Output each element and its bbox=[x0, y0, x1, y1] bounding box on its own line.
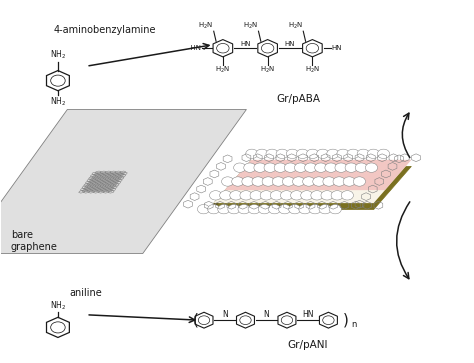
Circle shape bbox=[355, 163, 367, 172]
Circle shape bbox=[272, 177, 284, 186]
Circle shape bbox=[270, 191, 283, 200]
Circle shape bbox=[248, 204, 260, 214]
Circle shape bbox=[250, 191, 262, 200]
Circle shape bbox=[323, 177, 335, 186]
Polygon shape bbox=[213, 160, 251, 209]
Text: H$_2$N: H$_2$N bbox=[260, 65, 275, 76]
Text: n: n bbox=[351, 320, 356, 329]
Polygon shape bbox=[225, 160, 411, 190]
Circle shape bbox=[218, 204, 230, 214]
Circle shape bbox=[283, 177, 295, 186]
Circle shape bbox=[327, 149, 339, 159]
Circle shape bbox=[289, 204, 301, 214]
Circle shape bbox=[301, 191, 313, 200]
Circle shape bbox=[343, 177, 356, 186]
Circle shape bbox=[347, 149, 359, 159]
Circle shape bbox=[367, 149, 380, 159]
Circle shape bbox=[296, 149, 309, 159]
Text: HN: HN bbox=[285, 41, 295, 47]
Circle shape bbox=[274, 163, 286, 172]
Circle shape bbox=[238, 204, 250, 214]
Text: N: N bbox=[222, 310, 228, 319]
Circle shape bbox=[315, 163, 327, 172]
Circle shape bbox=[246, 149, 258, 159]
Circle shape bbox=[230, 191, 242, 200]
Text: (: ( bbox=[192, 313, 198, 328]
Circle shape bbox=[242, 177, 254, 186]
Circle shape bbox=[291, 191, 303, 200]
Circle shape bbox=[377, 149, 390, 159]
Circle shape bbox=[234, 163, 246, 172]
Circle shape bbox=[262, 177, 274, 186]
Circle shape bbox=[292, 177, 305, 186]
Circle shape bbox=[240, 191, 252, 200]
Polygon shape bbox=[0, 110, 246, 253]
Text: H$_2$N: H$_2$N bbox=[288, 21, 303, 31]
Circle shape bbox=[311, 191, 323, 200]
Circle shape bbox=[276, 149, 288, 159]
Circle shape bbox=[228, 204, 240, 214]
Circle shape bbox=[365, 163, 378, 172]
Circle shape bbox=[333, 177, 345, 186]
Circle shape bbox=[252, 177, 264, 186]
Text: ): ) bbox=[343, 313, 348, 328]
Circle shape bbox=[210, 191, 222, 200]
Text: Gr/pABA: Gr/pABA bbox=[276, 94, 320, 104]
Text: bare
graphene: bare graphene bbox=[11, 230, 58, 252]
Text: aniline: aniline bbox=[70, 288, 102, 298]
Text: HN: HN bbox=[240, 41, 250, 47]
Circle shape bbox=[281, 191, 292, 200]
Circle shape bbox=[302, 177, 315, 186]
Circle shape bbox=[256, 149, 268, 159]
Polygon shape bbox=[213, 160, 411, 203]
Text: -HN: -HN bbox=[188, 45, 201, 51]
Circle shape bbox=[264, 163, 276, 172]
Circle shape bbox=[258, 204, 271, 214]
Circle shape bbox=[329, 204, 341, 214]
Circle shape bbox=[266, 149, 278, 159]
Circle shape bbox=[331, 191, 343, 200]
Circle shape bbox=[319, 204, 331, 214]
Circle shape bbox=[221, 177, 234, 186]
Circle shape bbox=[317, 149, 329, 159]
Circle shape bbox=[244, 163, 256, 172]
Circle shape bbox=[335, 163, 347, 172]
Circle shape bbox=[345, 163, 357, 172]
Polygon shape bbox=[213, 166, 411, 209]
Circle shape bbox=[357, 149, 369, 159]
Circle shape bbox=[268, 204, 281, 214]
Text: H$_2$N: H$_2$N bbox=[215, 65, 230, 76]
Circle shape bbox=[286, 149, 299, 159]
Circle shape bbox=[341, 191, 354, 200]
Circle shape bbox=[321, 191, 333, 200]
Text: NH$_2$: NH$_2$ bbox=[50, 49, 66, 61]
Text: H$_2$N: H$_2$N bbox=[243, 21, 258, 31]
Text: Gr/pANI: Gr/pANI bbox=[287, 340, 328, 350]
Circle shape bbox=[284, 163, 297, 172]
Text: 4-aminobenzylamine: 4-aminobenzylamine bbox=[54, 25, 156, 35]
Circle shape bbox=[309, 204, 321, 214]
Circle shape bbox=[260, 191, 273, 200]
Circle shape bbox=[313, 177, 325, 186]
Text: H$_2$N: H$_2$N bbox=[305, 65, 320, 76]
Circle shape bbox=[254, 163, 266, 172]
Text: NH$_2$: NH$_2$ bbox=[50, 95, 66, 108]
Circle shape bbox=[198, 204, 210, 214]
Circle shape bbox=[219, 191, 232, 200]
Circle shape bbox=[353, 177, 365, 186]
Text: NH$_2$: NH$_2$ bbox=[50, 299, 66, 311]
Circle shape bbox=[305, 163, 317, 172]
Circle shape bbox=[337, 149, 349, 159]
Circle shape bbox=[279, 204, 291, 214]
Text: N: N bbox=[264, 310, 269, 319]
Text: HN: HN bbox=[302, 310, 313, 319]
Circle shape bbox=[208, 204, 220, 214]
Text: H$_2$N: H$_2$N bbox=[198, 21, 213, 31]
Circle shape bbox=[325, 163, 337, 172]
Circle shape bbox=[232, 177, 244, 186]
Circle shape bbox=[299, 204, 311, 214]
Circle shape bbox=[294, 163, 307, 172]
Text: HN: HN bbox=[331, 45, 342, 51]
Circle shape bbox=[307, 149, 319, 159]
